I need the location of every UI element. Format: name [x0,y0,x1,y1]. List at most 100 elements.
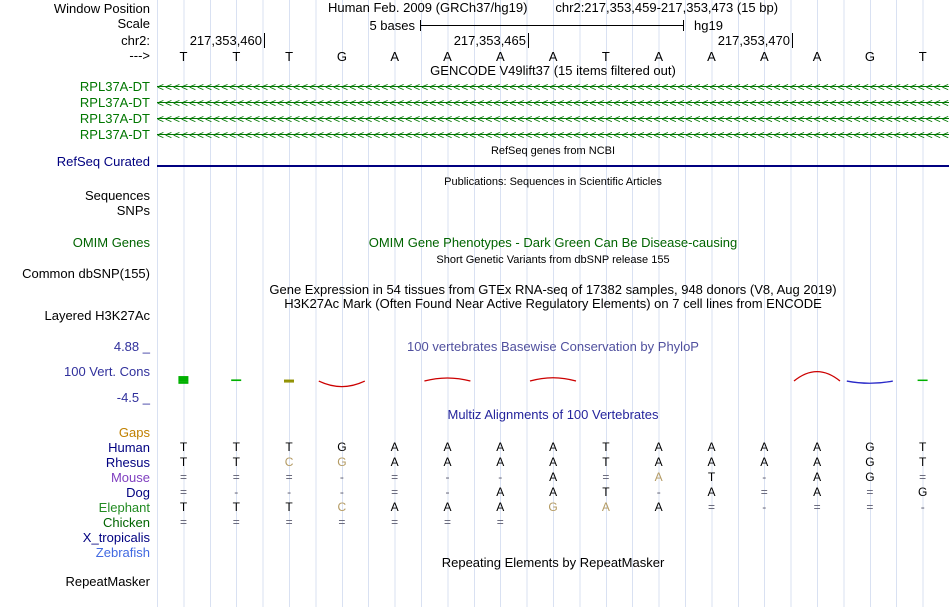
gencode-transcript[interactable]: <<<<<<<<<<<<<<<<<<<<<<<<<<<<<<<<<<<<<<<<… [157,112,949,126]
gencode-transcript[interactable]: <<<<<<<<<<<<<<<<<<<<<<<<<<<<<<<<<<<<<<<<… [157,128,949,142]
alignment-cell: = [232,470,240,484]
track-label-rhesus[interactable]: Rhesus [105,455,150,470]
alignment-cell: G [548,500,558,514]
track-label-human[interactable]: Human [108,440,150,455]
track-title-dbsnp[interactable]: Short Genetic Variants from dbSNP releas… [436,254,670,266]
base-letter: G [864,49,875,64]
alignment-cell: - [234,485,239,499]
alignment-cell: A [549,485,558,499]
alignment-cell: G [865,455,875,469]
window-position-header: Human Feb. 2009 (GRCh37/hg19) chr2:217,35… [157,1,949,15]
alignment-row-zebrafish[interactable] [157,545,949,560]
track-label-zebrafish[interactable]: Zebrafish [95,545,150,560]
alignment-cell: = [391,485,399,499]
alignment-cell: T [602,440,610,454]
alignment-cell: = [179,485,187,499]
track-label-elephant[interactable]: Elephant [98,500,150,515]
cons-scale-max: 4.88 _ [113,339,150,354]
alignment-cell: = [443,515,451,529]
alignment-cell: - [762,500,767,514]
alignment-cell: A [813,485,822,499]
assembly-title: Human Feb. 2009 (GRCh37/hg19) [327,0,528,15]
track-label-repeatmasker[interactable]: RepeatMasker [65,574,150,589]
conservation-plot[interactable] [157,354,949,406]
base-letter: T [918,49,927,64]
track-label-rpl37a-dt[interactable]: RPL37A-DT [79,127,150,142]
track-labels-column: Window Position Scale chr2: ---> RefSeq … [0,0,152,607]
track-label-sequences[interactable]: Sequences [84,188,150,203]
alignment-cell: T [179,500,188,514]
track-label-rpl37a-dt[interactable]: RPL37A-DT [79,95,150,110]
refseq-curated-item[interactable] [157,165,949,167]
alignment-cell: = [179,515,187,529]
track-label-layered-h3k27ac[interactable]: Layered H3K27Ac [44,308,150,323]
alignment-cell: = [338,515,346,529]
gencode-transcript[interactable]: <<<<<<<<<<<<<<<<<<<<<<<<<<<<<<<<<<<<<<<<… [157,80,949,94]
alignment-cell: A [443,455,452,469]
track-label-common-dbsnp[interactable]: Common dbSNP(155) [22,266,150,281]
alignment-cell: A [707,440,716,454]
alignment-cell: G [865,440,875,454]
track-title-h3k27ac[interactable]: H3K27Ac Mark (Often Found Near Active Re… [284,296,822,311]
alignment-cell: = [919,470,927,484]
browser-image-area[interactable]: Human Feb. 2009 (GRCh37/hg19) chr2:217,35… [157,0,949,607]
track-title-multiz[interactable]: Multiz Alignments of 100 Vertebrates [447,407,659,422]
alignment-cell: A [707,485,716,499]
alignment-cell: A [390,455,399,469]
base-letter: T [601,49,610,64]
alignment-cell: - [287,485,292,499]
alignment-cell: = [285,470,293,484]
label-chromosome: chr2: [121,33,150,48]
alignment-row-dog[interactable]: = - - - = - A A T - A = A = G [157,485,949,500]
base-letter: A [390,49,400,64]
alignment-cell: = [232,515,240,529]
alignment-row-gaps[interactable] [157,425,949,440]
track-label-gaps[interactable]: Gaps [118,425,150,440]
gencode-transcript[interactable]: <<<<<<<<<<<<<<<<<<<<<<<<<<<<<<<<<<<<<<<<… [157,96,949,110]
track-title-gtex[interactable]: Gene Expression in 54 tissues from GTEx … [269,282,837,297]
ruler-position-label: 217,353,470 [157,33,793,48]
alignment-cell: - [445,470,450,484]
track-label-rpl37a-dt[interactable]: RPL37A-DT [79,111,150,126]
track-label-chicken[interactable]: Chicken [103,515,150,530]
track-title-omim[interactable]: OMIM Gene Phenotypes - Dark Green Can Be… [368,235,738,250]
alignment-row-mouse[interactable]: = = = - = - - A = A T - A G = [157,470,949,485]
alignment-cell: T [232,440,240,454]
alignment-row-x_tropicalis[interactable] [157,530,949,545]
track-title-repeatmasker[interactable]: Repeating Elements by RepeatMasker [441,555,665,570]
base-letter: A [654,49,664,64]
alignment-cell: = [391,515,399,529]
track-label-refseq-curated[interactable]: RefSeq Curated [56,154,150,169]
alignment-row-elephant[interactable]: T T T C A A A G A A = - = = - [157,500,949,515]
alignment-row-chicken[interactable]: = = = = = = = [157,515,949,530]
alignment-cell: = [285,515,293,529]
track-label-rpl37a-dt[interactable]: RPL37A-DT [79,79,150,94]
alignment-cell: A [390,440,399,454]
track-title-publications[interactable]: Publications: Sequences in Scientific Ar… [444,176,662,188]
track-title-gencode[interactable]: GENCODE V49lift37 (15 items filtered out… [430,63,676,78]
assembly-tag: hg19 [694,18,723,33]
alignment-cell: T [602,455,610,469]
track-label-mouse[interactable]: Mouse [110,470,150,485]
track-label-x_tropicalis[interactable]: X_tropicalis [82,530,150,545]
ruler-position-label: 217,353,465 [157,33,529,48]
track-label-100-vert-cons[interactable]: 100 Vert. Cons [64,364,150,379]
alignment-cell: A [549,455,558,469]
base-letter: A [707,49,716,64]
alignment-cell: A [654,440,663,454]
track-title-phylop[interactable]: 100 vertebrates Basewise Conservation by… [407,339,699,354]
track-title-refseq[interactable]: RefSeq genes from NCBI [490,145,616,157]
alignment-cell: = [866,485,874,499]
alignment-cell: A [760,440,769,454]
alignment-cell: - [762,470,767,484]
track-label-dog[interactable]: Dog [126,485,150,500]
track-label-snps[interactable]: SNPs [116,203,150,218]
alignment-cell: = [602,470,610,484]
alignment-cell: - [656,485,661,499]
alignment-cell: A [813,440,822,454]
alignment-cell: A [443,440,452,454]
track-label-omim-genes[interactable]: OMIM Genes [72,235,150,250]
